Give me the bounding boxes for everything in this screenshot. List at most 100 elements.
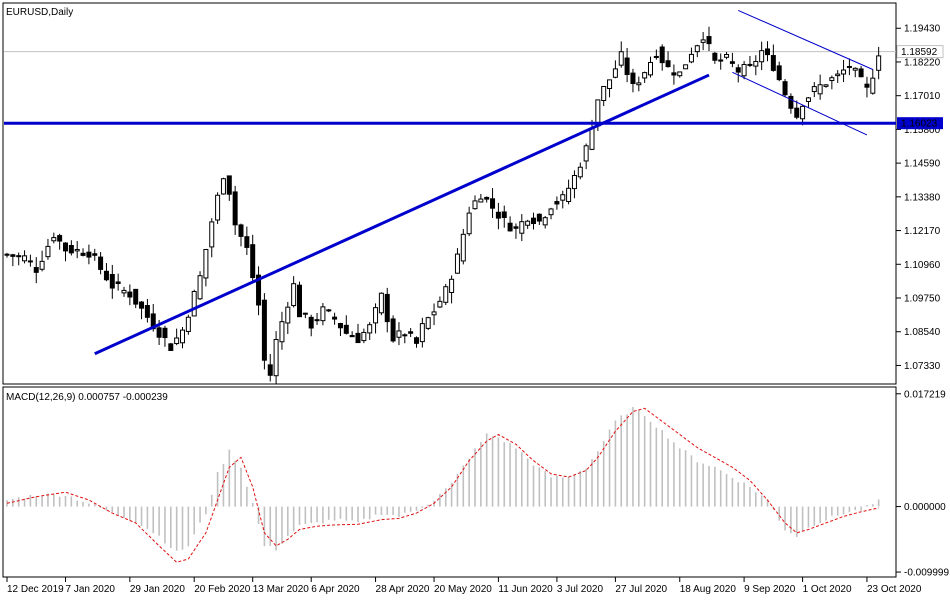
candle-body <box>858 68 864 78</box>
candle-body <box>449 278 455 293</box>
candle-body <box>665 60 671 68</box>
candle-body <box>414 337 419 344</box>
candle-body <box>226 175 232 195</box>
candle-body <box>209 221 215 248</box>
candle-body <box>618 51 624 66</box>
macd-chart-title: MACD(12,26,9) 0.000757 -0.000239 <box>6 392 168 403</box>
candle-body <box>688 53 694 63</box>
candle-body <box>846 65 852 68</box>
candle-body <box>68 244 74 254</box>
candle-body <box>437 300 443 308</box>
price-y-tick-label: 1.09750 <box>904 294 941 305</box>
candle-body <box>501 211 507 218</box>
candle-body <box>74 248 80 252</box>
candle-body <box>103 270 109 281</box>
candle-body <box>396 330 402 338</box>
candle-body <box>841 69 847 75</box>
candle-body <box>478 198 484 203</box>
candle-body <box>57 235 63 242</box>
candle-body <box>39 260 45 270</box>
x-tick-label: 9 Sep 2020 <box>744 584 796 595</box>
candle-body <box>337 323 343 329</box>
candle-body <box>127 291 133 298</box>
current-price-tag <box>896 45 944 59</box>
candle-body <box>232 191 238 226</box>
candle-body <box>220 178 226 195</box>
candle-body <box>648 61 653 76</box>
candle-body <box>700 39 706 43</box>
candle-body <box>121 289 127 294</box>
candle-body <box>800 105 806 120</box>
candle-body <box>92 253 98 256</box>
candle-body <box>577 166 583 178</box>
candle-body <box>624 57 630 75</box>
candle-body <box>244 236 250 248</box>
candle-body <box>291 283 297 307</box>
candle-body <box>273 339 279 377</box>
candle-body <box>297 284 302 318</box>
candle-body <box>589 127 595 150</box>
macd-signal-path <box>6 407 879 563</box>
candle-body <box>753 60 759 67</box>
candle-body <box>525 220 531 226</box>
channel-line <box>738 9 874 70</box>
candle-body <box>373 307 379 324</box>
candle-body <box>402 334 408 337</box>
candle-body <box>776 65 782 81</box>
candle-body <box>548 208 554 216</box>
candle-body <box>16 255 22 258</box>
x-tick-label: 6 Apr 2020 <box>311 584 360 595</box>
price-panel: 1.19430 1.18220 1.17010 1.15800 1.14590 1.133… <box>2 2 944 385</box>
candle-body <box>811 86 817 93</box>
candle-body <box>870 77 876 94</box>
candle-body <box>144 305 150 318</box>
macd-y-axis: 0.017219 0.000000 -0.009999 <box>896 389 949 579</box>
candle-body <box>22 255 28 262</box>
channel-line <box>732 71 868 136</box>
candle-body <box>724 54 730 58</box>
candle-body <box>864 83 870 88</box>
x-tick-label: 7 Jan 2020 <box>66 584 116 595</box>
candle-body <box>659 46 665 64</box>
candle-body <box>431 311 437 316</box>
candle-body <box>80 252 86 256</box>
candle-body <box>770 55 776 71</box>
candle-body <box>162 327 168 339</box>
price-y-tick-label: 1.19430 <box>904 24 941 35</box>
candle-body <box>390 318 396 342</box>
candle-body <box>454 253 460 274</box>
macd-y-tick-label: 0.017219 <box>904 389 946 400</box>
candle-body <box>419 323 425 343</box>
price-y-tick-label: 1.13380 <box>904 192 941 203</box>
macd-y-tick-label: 0.000000 <box>904 502 946 513</box>
candle-body <box>466 212 472 235</box>
candle-body <box>531 217 536 225</box>
candle-body <box>302 312 308 315</box>
x-tick-label: 23 Oct 2020 <box>867 584 922 595</box>
candle-body <box>472 200 478 210</box>
candle-body <box>671 72 677 76</box>
candle-body <box>706 36 712 45</box>
x-tick-label: 29 Jan 2020 <box>130 584 185 595</box>
candle-body <box>314 319 320 322</box>
x-tick-label: 18 Aug 2020 <box>680 584 737 595</box>
candle-body <box>735 67 741 73</box>
candle-body <box>10 254 16 257</box>
x-axis: 12 Dec 2019 7 Jan 2020 29 Jan 2020 20 Feb 2… <box>6 577 922 595</box>
candle-body <box>27 260 33 263</box>
price-y-tick-label: 1.07330 <box>904 361 941 372</box>
candle-body <box>250 244 256 279</box>
price-chart-title: EURUSD,Daily <box>6 7 73 18</box>
candle-body <box>759 50 765 63</box>
candle-body <box>355 332 361 344</box>
candle-body <box>261 299 267 361</box>
candle-body <box>203 248 209 279</box>
macd-histogram <box>6 406 880 551</box>
candle-body <box>460 233 466 262</box>
candle-body <box>554 201 560 205</box>
candle-body <box>805 97 811 102</box>
candle-body <box>133 288 139 305</box>
candle-body <box>408 331 414 334</box>
candle-body <box>326 309 332 312</box>
